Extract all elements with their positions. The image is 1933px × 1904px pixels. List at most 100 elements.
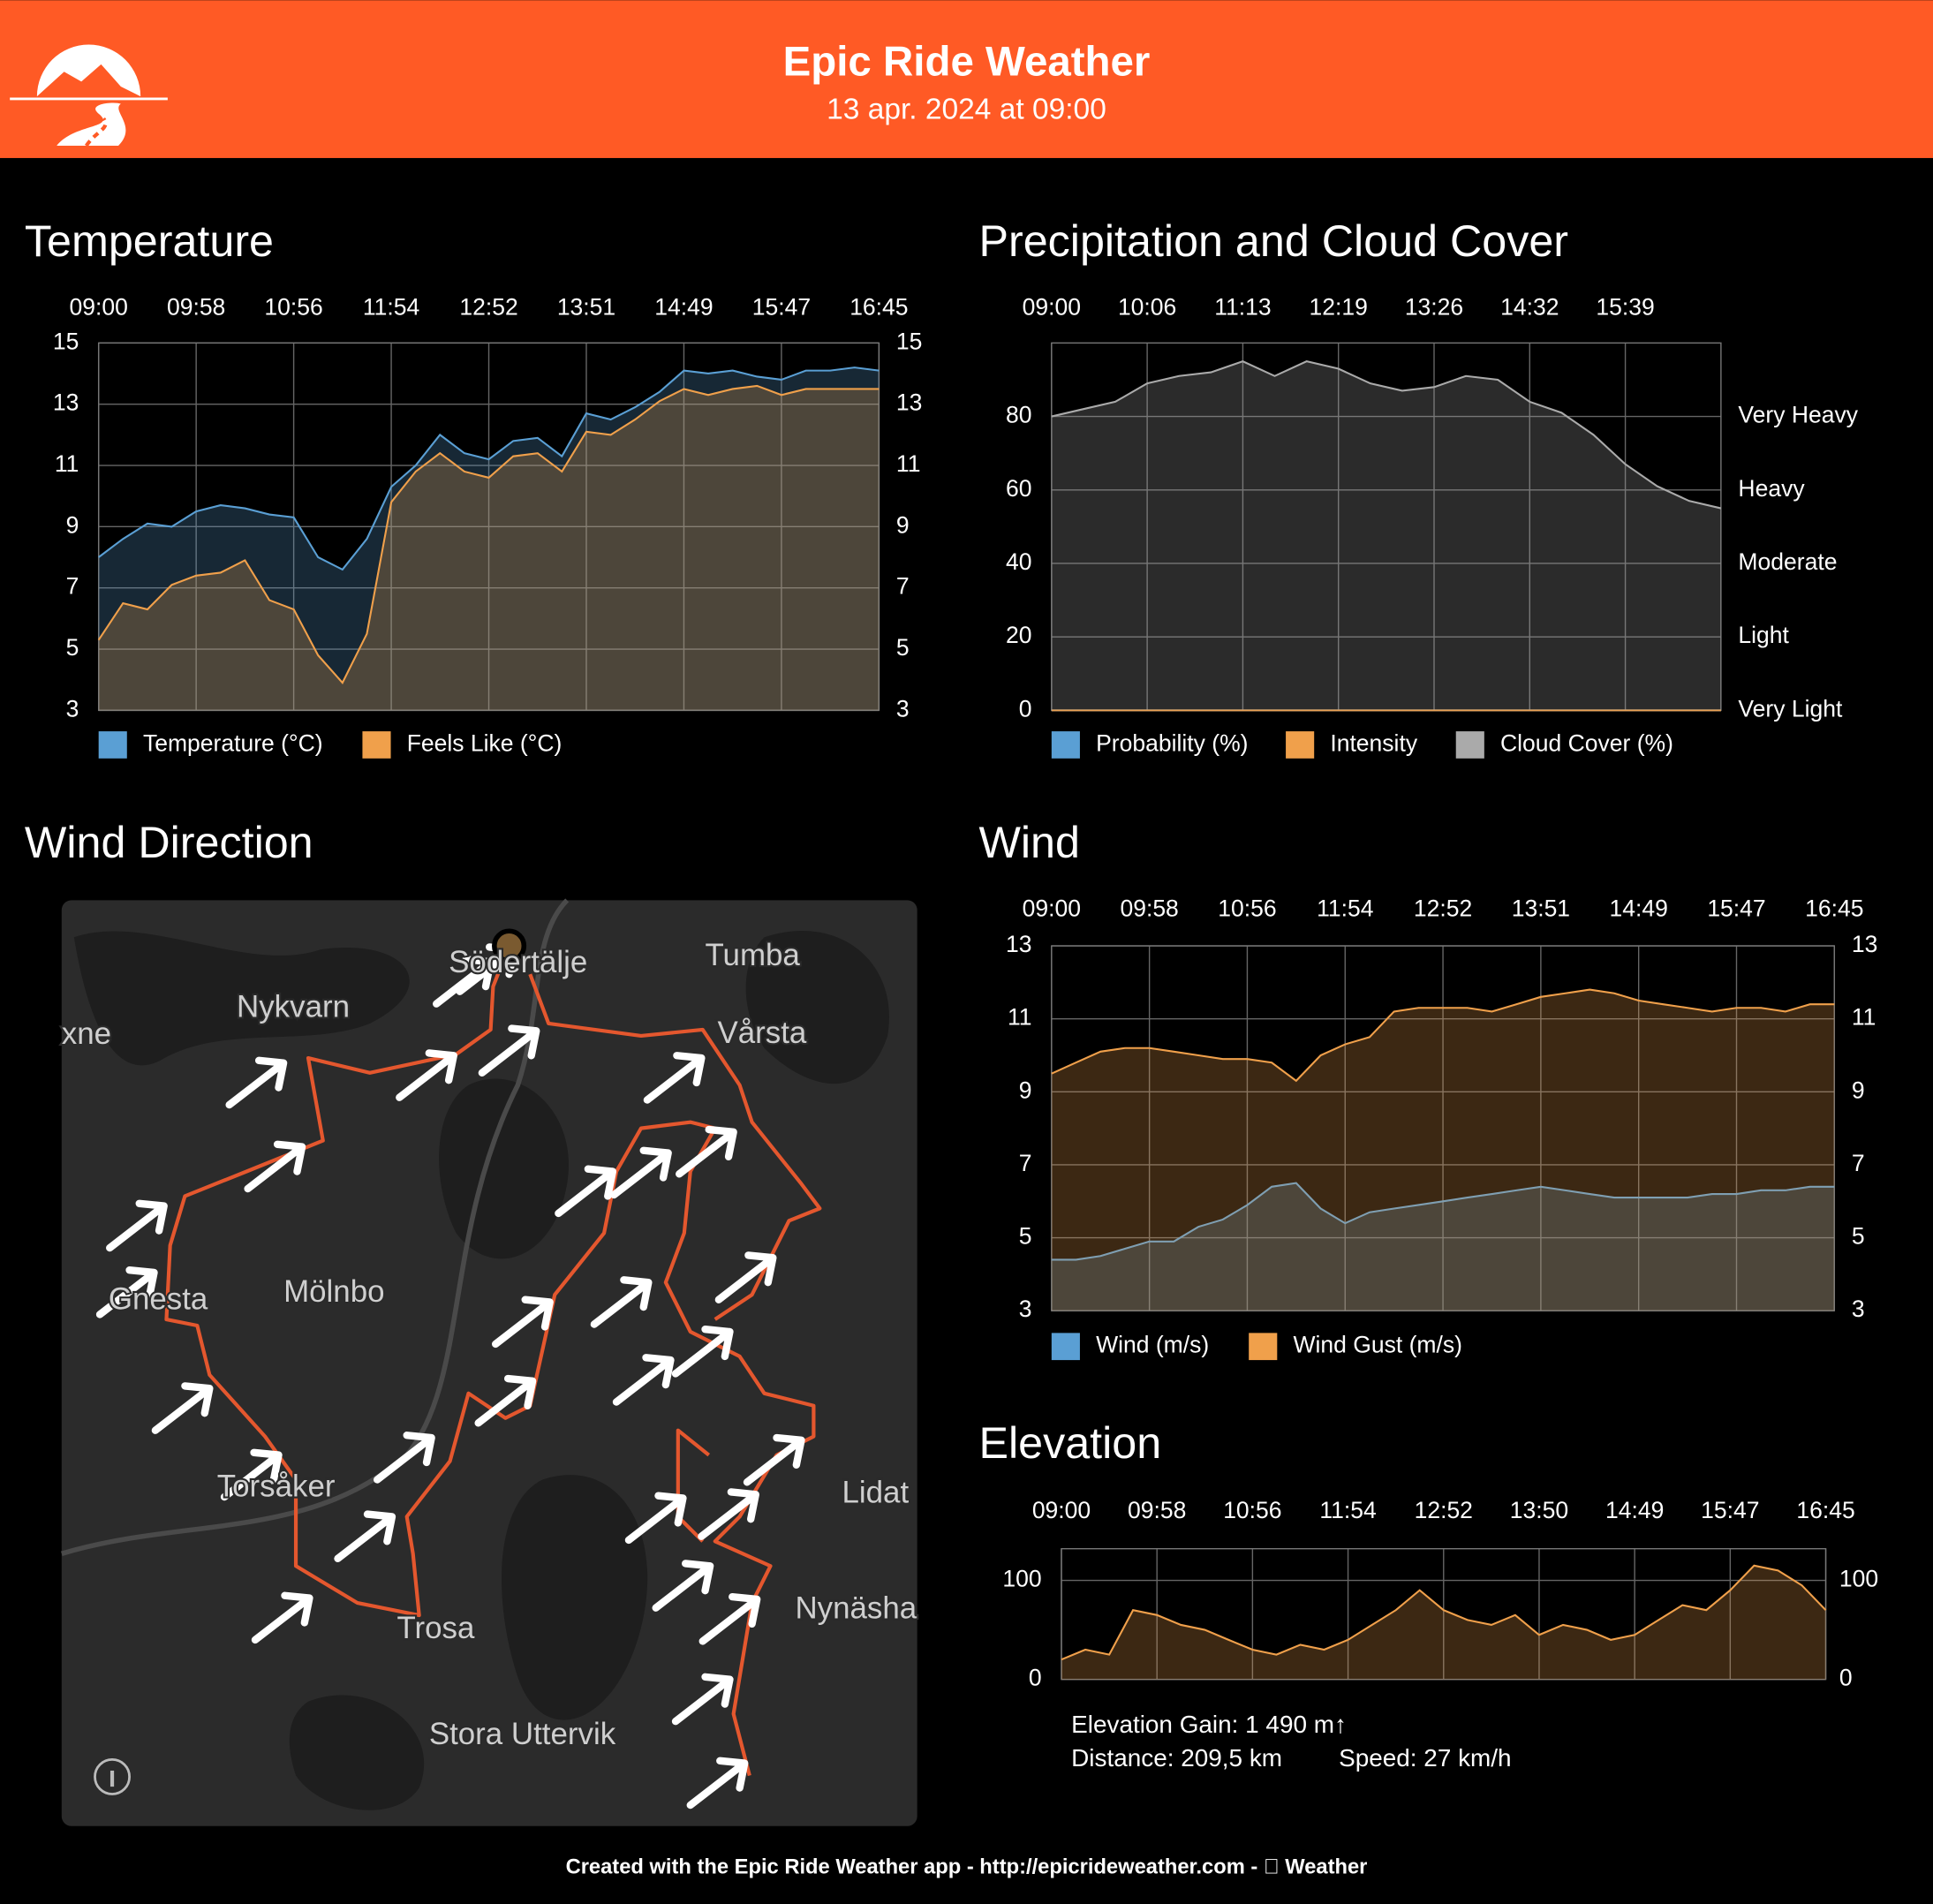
series-line (97, 384, 880, 684)
y-tick-label: 100 (1002, 1566, 1041, 1592)
wind-arrow (714, 1251, 777, 1303)
legend-swatch (1286, 731, 1315, 759)
x-tick-label: 12:19 (1310, 293, 1368, 320)
y-tick-label: 0 (1019, 695, 1032, 722)
y-tick-label: 7 (66, 573, 79, 600)
wind-arrow (151, 1382, 214, 1434)
x-tick-label: 11:54 (363, 293, 419, 320)
legend-swatch (1249, 1333, 1278, 1361)
y-tick-label: 60 (1006, 475, 1032, 502)
y2-tick-label: 9 (1852, 1077, 1865, 1103)
map-label: Nynäsha (795, 1591, 917, 1626)
series-line (98, 366, 880, 571)
map-label: Trosa (397, 1611, 475, 1645)
y-tick-label: 13 (53, 389, 79, 416)
x-tick-label: 09:00 (70, 293, 128, 320)
x-tick-label: 16:45 (1796, 1497, 1854, 1523)
y2-tick-label: Moderate (1738, 548, 1837, 575)
wind-arrow (643, 1052, 706, 1104)
y2-tick-label: 7 (1852, 1150, 1865, 1176)
y-tick-label: 5 (66, 634, 79, 661)
wind-arrow (106, 1199, 168, 1252)
x-tick-label: 15:39 (1596, 293, 1654, 320)
plot-frame (1061, 1547, 1827, 1681)
map-road (61, 898, 570, 1556)
footer: Created with the Epic Ride Weather app -… (566, 1856, 1368, 1879)
chart-title: Wind (978, 818, 1080, 867)
legend-swatch (1051, 1333, 1080, 1361)
wind-arrow (334, 1510, 396, 1563)
y-tick-label: 0 (1029, 1665, 1042, 1691)
x-tick-label: 10:56 (264, 293, 322, 320)
map-label: xne (62, 1016, 111, 1051)
y-tick-label: 15 (53, 328, 79, 354)
wind-arrow (671, 1673, 734, 1726)
plot-frame (97, 342, 880, 712)
y2-tick-label: 13 (1852, 931, 1878, 957)
x-tick-label: 15:47 (752, 293, 811, 320)
header-subtitle: 13 apr. 2024 at 09:00 (827, 94, 1106, 126)
wind-arrow (652, 1560, 714, 1612)
y-tick-label: 7 (1019, 1150, 1032, 1176)
legend-label: Cloud Cover (%) (1500, 729, 1673, 756)
y2-tick-label: 13 (896, 389, 922, 416)
chart-title: Precipitation and Cloud Cover (978, 216, 1568, 266)
wind-arrow (671, 1326, 734, 1378)
x-tick-label: 13:51 (557, 293, 615, 320)
x-tick-label: 11:13 (1214, 293, 1271, 320)
wind-arrow (225, 1056, 288, 1109)
y2-tick-label: 100 (1839, 1566, 1878, 1592)
wind-arrow (244, 1140, 306, 1193)
y2-tick-label: 0 (1839, 1665, 1853, 1691)
y2-tick-label: 15 (896, 328, 922, 354)
y2-tick-label: 5 (1852, 1223, 1865, 1250)
chart-title: Elevation (978, 1418, 1161, 1468)
map-label: Lidat (842, 1475, 909, 1509)
y-tick-label: 11 (1008, 1004, 1032, 1031)
y-tick-label: 3 (66, 695, 79, 722)
wind-arrow (590, 1276, 653, 1328)
y-tick-label: 3 (1019, 1296, 1032, 1322)
y2-tick-label: 5 (896, 634, 910, 661)
y-tick-label: 11 (55, 450, 79, 477)
distance: Distance: 209,5 km (1071, 1744, 1282, 1772)
header-bar (0, 0, 1933, 158)
y2-tick-label: 7 (896, 573, 910, 600)
x-tick-label: 14:32 (1500, 293, 1559, 320)
map-label: Södertälje (449, 945, 587, 979)
x-tick-label: 14:49 (1610, 895, 1668, 922)
map-label: Nykvarn (237, 989, 350, 1024)
x-tick-label: 09:58 (1128, 1497, 1186, 1523)
x-tick-label: 11:54 (1319, 1497, 1376, 1523)
y2-tick-label: 3 (896, 695, 910, 722)
y-tick-label: 80 (1006, 402, 1032, 428)
y-tick-label: 20 (1006, 622, 1032, 648)
legend-label: Wind (m/s) (1096, 1332, 1209, 1358)
x-tick-label: 12:52 (1415, 1497, 1473, 1523)
wind-arrow (676, 1125, 737, 1178)
series-line (1051, 1182, 1835, 1261)
map-label: Tumba (706, 938, 801, 972)
y2-tick-label: Heavy (1738, 475, 1805, 502)
y2-tick-label: 11 (1852, 1004, 1876, 1031)
wind-arrow (478, 1024, 540, 1077)
chart-title: Temperature (25, 216, 274, 266)
y2-tick-label: Light (1738, 622, 1789, 648)
legend-label: Temperature (°C) (143, 729, 323, 756)
wind-arrow (686, 1757, 749, 1810)
x-tick-label: 14:49 (654, 293, 713, 320)
info-icon[interactable] (94, 1758, 131, 1795)
map-label: Stora Uttervik (429, 1717, 616, 1751)
x-tick-label: 10:56 (1223, 1497, 1281, 1523)
series-area (1061, 1565, 1826, 1680)
y2-tick-label: 9 (896, 511, 910, 538)
y-tick-label: 9 (1019, 1077, 1032, 1103)
elevation-gain: Elevation Gain: 1 490 m↑ (1071, 1711, 1347, 1738)
wind-arrow (374, 1432, 435, 1484)
legend-label: Probability (%) (1096, 729, 1248, 756)
legend-swatch (1455, 731, 1484, 759)
x-tick-label: 09:58 (167, 293, 225, 320)
legend-swatch (1051, 731, 1080, 759)
map (61, 900, 917, 1826)
